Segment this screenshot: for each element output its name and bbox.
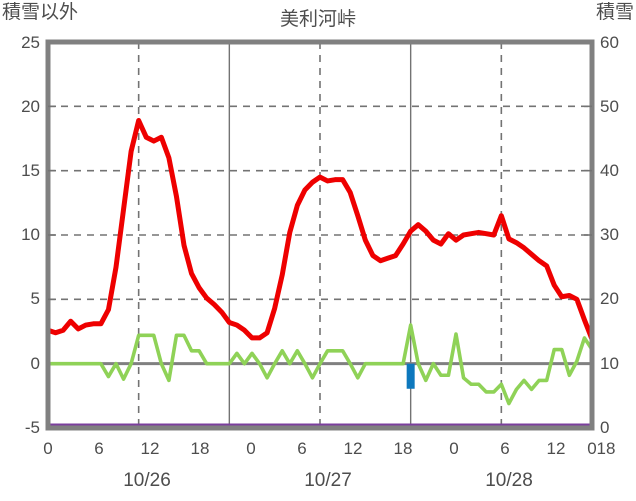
y-tick-right-0: 60	[600, 33, 619, 52]
y-tick-left-5: 0	[30, 354, 40, 373]
y-tick-left-6: -5	[24, 418, 40, 437]
y-tick-left-4: 5	[30, 289, 40, 308]
x-tick-3: 18	[190, 439, 210, 458]
day-label-2: 10/28	[485, 470, 533, 491]
y-tick-left-3: 10	[21, 225, 40, 244]
day-label-1: 10/27	[304, 470, 352, 491]
y-tick-right-2: 40	[600, 161, 619, 180]
y-tick-right-6: 0	[600, 418, 610, 437]
y-tick-right-4: 20	[600, 289, 619, 308]
x-tick-7: 18	[393, 439, 413, 458]
right-axis-caption: 積雪	[595, 2, 634, 23]
y-tick-right-5: 10	[600, 354, 619, 373]
x-tick-4: 0	[246, 439, 256, 458]
x-tick-9: 6	[500, 439, 510, 458]
x-tick-0: 0	[43, 439, 53, 458]
x-tick-10: 12	[546, 439, 566, 458]
x-tick-12: 0	[587, 439, 597, 458]
y-tick-right-3: 30	[600, 225, 619, 244]
x-tick-1: 6	[94, 439, 104, 458]
y-tick-right-1: 50	[600, 97, 619, 116]
x-tick-8: 0	[449, 439, 459, 458]
x-tick-5: 6	[297, 439, 307, 458]
y-tick-left-1: 20	[21, 97, 40, 116]
bars-layer	[406, 363, 415, 389]
x-tick-6: 12	[343, 439, 363, 458]
y-tick-left-2: 15	[21, 161, 40, 180]
day-label-0: 10/26	[123, 470, 171, 491]
plot-frame	[45, 39, 595, 431]
chart-title: 美利河峠	[279, 9, 356, 30]
left-axis-caption: 積雪以外	[2, 2, 79, 23]
y-tick-left-0: 25	[21, 33, 40, 52]
x-tick-2: 12	[140, 439, 160, 458]
x-tick-11: 18	[596, 439, 616, 458]
